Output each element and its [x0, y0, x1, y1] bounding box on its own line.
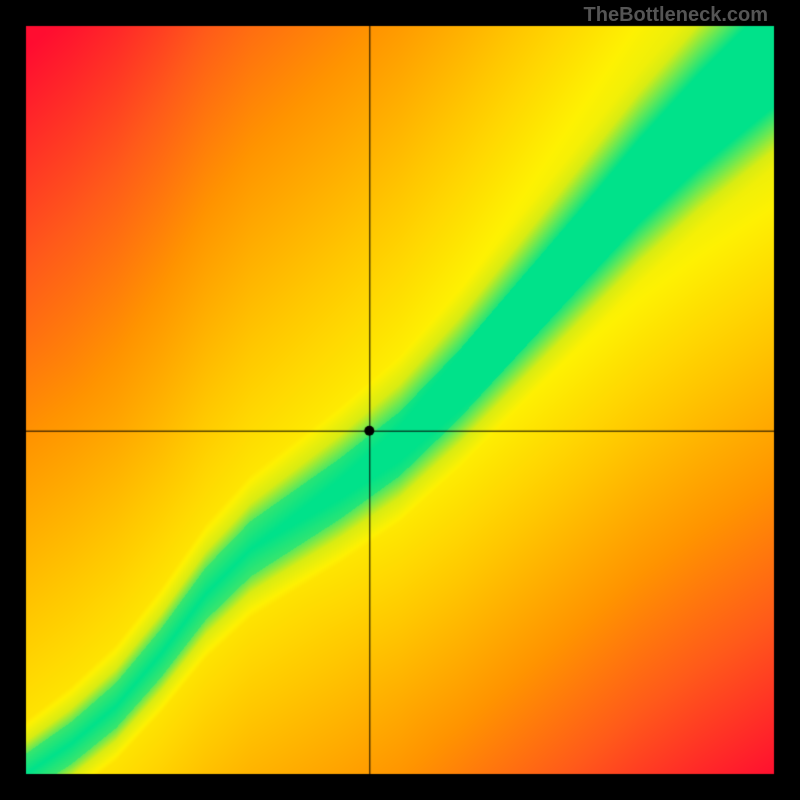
- chart-container: TheBottleneck.com: [0, 0, 800, 800]
- bottleneck-heatmap: [0, 0, 800, 800]
- watermark-text: TheBottleneck.com: [584, 4, 768, 27]
